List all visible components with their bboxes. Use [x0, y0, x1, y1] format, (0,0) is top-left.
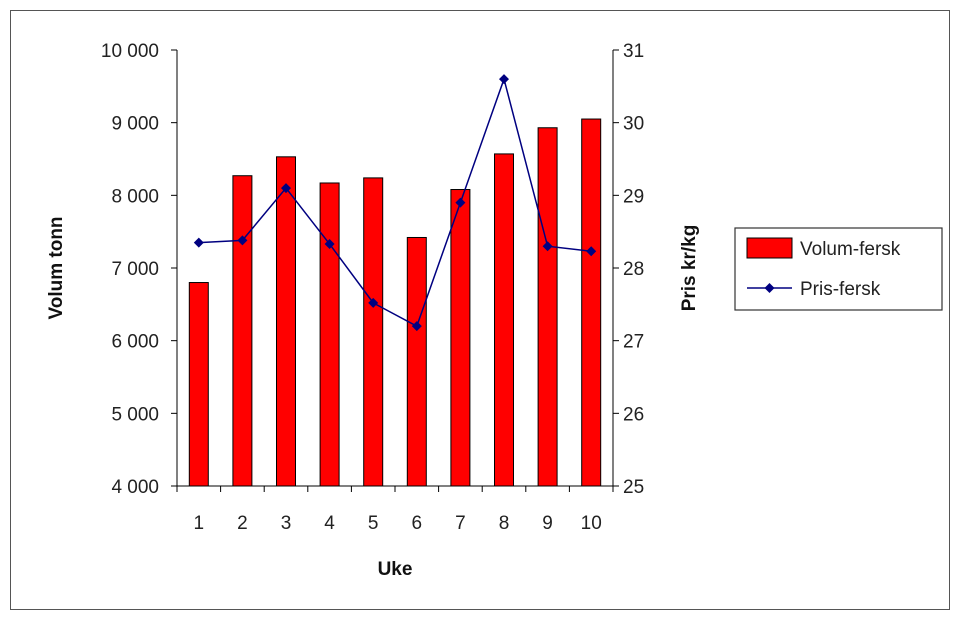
price-point	[368, 297, 379, 308]
x-tick-label: 9	[542, 513, 553, 534]
bar	[276, 156, 296, 487]
y2-axis-title: Pris kr/kg	[679, 225, 700, 312]
price-point	[281, 183, 291, 194]
legend-marker-pris-fersk	[764, 283, 775, 293]
line-series-pris-fersk	[193, 74, 597, 332]
y2-tick-label: 26	[623, 404, 644, 425]
y2-tick-label: 29	[623, 186, 644, 207]
legend-label-pris-fersk: Pris-fersk	[800, 279, 881, 300]
x-tick-label: 4	[324, 513, 335, 534]
y-tick-label: 9 000	[111, 114, 159, 135]
x-tick-label: 6	[412, 513, 423, 534]
y2-tick-label: 27	[623, 332, 644, 353]
y-tick-label: 7 000	[111, 259, 159, 280]
price-point	[586, 246, 597, 257]
price-point	[542, 241, 553, 252]
legend-swatch-volum-fersk	[746, 237, 793, 259]
x-tick-label: 8	[499, 513, 510, 534]
bar	[232, 175, 253, 487]
x-tick-label: 10	[581, 513, 602, 534]
legend-label-volum-fersk: Volum-fersk	[800, 239, 901, 260]
y-tick-label: 10 000	[101, 41, 159, 62]
price-point	[411, 321, 422, 332]
bar	[188, 282, 209, 487]
y2-tick-label: 31	[623, 41, 644, 62]
price-point	[455, 197, 466, 208]
bar	[494, 153, 514, 487]
bar	[363, 177, 384, 487]
bar	[537, 127, 558, 487]
price-point	[324, 239, 335, 250]
x-tick-label: 7	[455, 513, 466, 534]
price-point	[499, 74, 509, 85]
x-tick-label: 3	[281, 513, 292, 534]
x-tick-label: 2	[237, 513, 248, 534]
bar	[406, 236, 427, 487]
y2-tick-label: 30	[623, 114, 644, 135]
price-point	[237, 235, 248, 246]
price-point	[193, 237, 204, 248]
y2-tick-label: 25	[623, 477, 644, 498]
y-tick-label: 4 000	[111, 477, 159, 498]
y2-tick-label: 28	[623, 259, 644, 280]
axes	[171, 49, 619, 492]
x-axis-title: Uke	[378, 559, 413, 580]
bar	[319, 182, 340, 487]
y-tick-label: 5 000	[111, 404, 159, 425]
y-axis-title: Volum tonn	[46, 216, 67, 319]
legend: Volum-fersk Pris-fersk	[734, 227, 943, 311]
bar-series-volum-fersk	[188, 118, 602, 487]
y-tick-label: 6 000	[111, 332, 159, 353]
bar	[450, 189, 471, 487]
price-line	[198, 76, 592, 328]
bar	[581, 118, 602, 487]
x-tick-label: 1	[194, 513, 205, 534]
x-tick-label: 5	[368, 513, 379, 534]
y-tick-label: 8 000	[111, 186, 159, 207]
